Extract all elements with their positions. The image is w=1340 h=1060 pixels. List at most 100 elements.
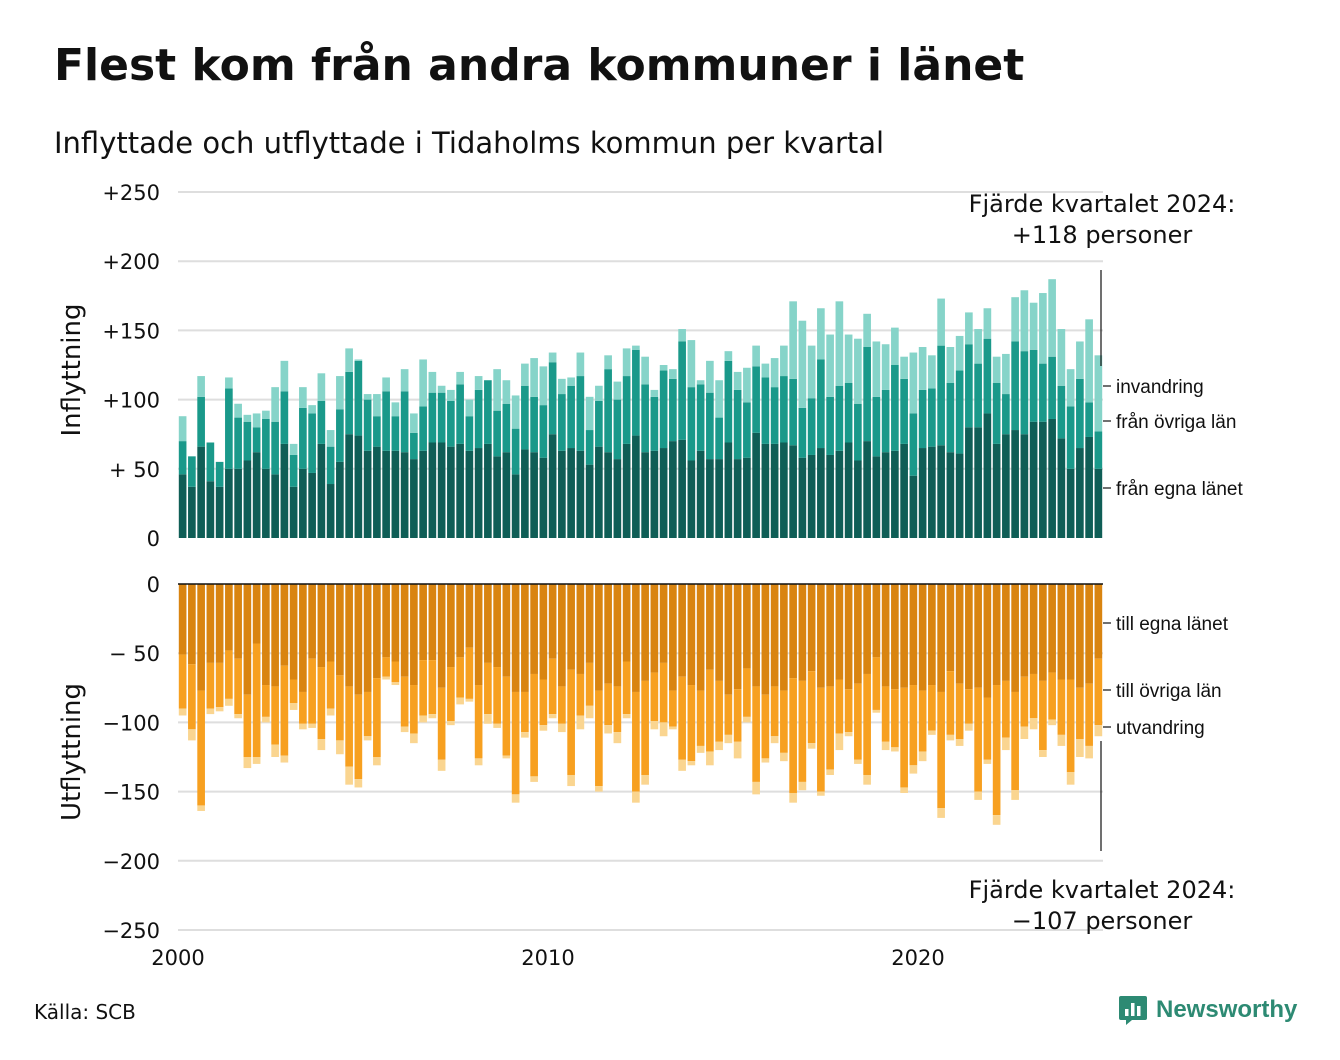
bar-fran-egna-lanet xyxy=(308,472,316,538)
bar-invandring xyxy=(983,308,992,339)
bar-invandring xyxy=(243,414,252,422)
bar-fran-egna-lanet xyxy=(1002,434,1010,538)
bar-till-ovriga-lan xyxy=(1048,672,1056,720)
bar-till-ovriga-lan xyxy=(308,658,316,724)
bar-till-egna-lanet xyxy=(622,584,631,662)
bar-till-egna-lanet xyxy=(974,584,982,688)
bar-till-egna-lanet xyxy=(965,584,973,690)
bar-invandring xyxy=(354,359,363,361)
bar-fran-ovriga-lan xyxy=(576,376,585,451)
bar-till-egna-lanet xyxy=(900,584,908,688)
ytick-label-out: −200 xyxy=(102,850,160,874)
bar-till-egna-lanet xyxy=(252,584,261,644)
bar-invandring xyxy=(539,366,548,406)
bar-fran-egna-lanet xyxy=(900,443,908,538)
bar-utvandring xyxy=(881,741,890,751)
bar-fran-egna-lanet xyxy=(706,459,714,538)
bar-till-ovriga-lan xyxy=(983,697,992,760)
bar-fran-egna-lanet xyxy=(780,442,788,538)
bar-till-egna-lanet xyxy=(1048,584,1056,673)
bar-till-egna-lanet xyxy=(743,584,751,669)
bar-fran-ovriga-lan xyxy=(761,377,770,444)
bar-utvandring xyxy=(345,766,353,785)
bar-fran-egna-lanet xyxy=(622,443,631,538)
bar-utvandring xyxy=(622,714,631,719)
bar-invandring xyxy=(502,380,511,404)
bar-utvandring xyxy=(363,736,372,741)
bar-invandring xyxy=(576,352,585,377)
bar-invandring xyxy=(955,335,964,371)
bar-fran-egna-lanet xyxy=(743,457,751,538)
bar-fran-ovriga-lan xyxy=(539,405,548,458)
bar-fran-ovriga-lan xyxy=(955,370,964,454)
bar-till-ovriga-lan xyxy=(243,694,252,757)
legend-utvandring: utvandring xyxy=(1116,718,1205,739)
bar-fran-egna-lanet xyxy=(456,443,464,538)
bar-invandring xyxy=(326,430,335,447)
bar-fran-ovriga-lan xyxy=(558,394,566,451)
bar-till-egna-lanet xyxy=(752,584,760,687)
bar-till-ovriga-lan xyxy=(946,671,955,735)
bar-fran-egna-lanet xyxy=(650,450,659,538)
bar-till-ovriga-lan xyxy=(992,685,1001,816)
bar-fran-ovriga-lan xyxy=(1048,356,1056,419)
bar-fran-egna-lanet xyxy=(872,456,881,538)
bar-till-ovriga-lan xyxy=(252,643,261,757)
bar-invandring xyxy=(1085,319,1093,403)
bar-fran-egna-lanet xyxy=(761,443,770,538)
bar-till-egna-lanet xyxy=(188,584,196,665)
bar-fran-ovriga-lan xyxy=(770,387,779,444)
bar-fran-egna-lanet xyxy=(326,484,335,538)
bar-invandring xyxy=(595,385,603,401)
bar-till-ovriga-lan xyxy=(373,678,381,757)
bar-fran-ovriga-lan xyxy=(262,418,270,469)
bar-till-ovriga-lan xyxy=(678,676,686,760)
bar-utvandring xyxy=(1085,745,1093,759)
bar-till-ovriga-lan xyxy=(206,662,215,709)
bar-utvandring xyxy=(502,755,511,759)
bar-till-egna-lanet xyxy=(419,584,427,661)
bar-till-egna-lanet xyxy=(539,584,548,680)
bar-fran-egna-lanet xyxy=(197,446,205,538)
bar-fran-ovriga-lan xyxy=(752,366,760,433)
bar-till-ovriga-lan xyxy=(326,661,335,709)
bar-utvandring xyxy=(530,776,538,782)
bar-fran-ovriga-lan xyxy=(345,371,353,435)
bar-fran-egna-lanet xyxy=(428,442,437,538)
bar-till-ovriga-lan xyxy=(465,647,474,699)
bar-utvandring xyxy=(243,757,252,769)
bar-invandring xyxy=(622,348,631,377)
bar-till-ovriga-lan xyxy=(548,658,557,715)
bar-fran-ovriga-lan xyxy=(308,413,316,473)
bar-fran-ovriga-lan xyxy=(733,389,742,460)
bar-till-ovriga-lan xyxy=(604,683,612,726)
bar-till-egna-lanet xyxy=(382,584,390,658)
bar-fran-egna-lanet xyxy=(604,452,612,538)
bar-fran-egna-lanet xyxy=(585,464,594,538)
bar-invandring xyxy=(567,377,575,386)
bar-invandring xyxy=(447,389,455,401)
bar-fran-ovriga-lan xyxy=(234,417,242,469)
bar-invandring xyxy=(604,355,612,370)
bar-fran-egna-lanet xyxy=(419,450,427,538)
bar-fran-egna-lanet xyxy=(345,434,353,538)
bar-fran-egna-lanet xyxy=(613,459,622,538)
bar-till-ovriga-lan xyxy=(715,680,723,742)
bar-utvandring xyxy=(696,745,705,753)
bar-fran-egna-lanet xyxy=(373,446,381,538)
bar-till-ovriga-lan xyxy=(382,657,390,677)
bar-invandring xyxy=(511,395,520,429)
bar-invandring xyxy=(696,380,705,385)
bar-till-egna-lanet xyxy=(780,584,788,691)
bar-fran-egna-lanet xyxy=(826,454,834,538)
bar-till-egna-lanet xyxy=(928,584,936,686)
bar-invandring xyxy=(225,377,233,389)
bar-till-egna-lanet xyxy=(206,584,215,663)
bar-fran-ovriga-lan xyxy=(530,396,538,453)
bar-utvandring xyxy=(650,721,659,730)
bar-till-ovriga-lan xyxy=(687,685,696,762)
bar-fran-egna-lanet xyxy=(280,443,289,538)
bar-till-egna-lanet xyxy=(1029,584,1038,674)
bar-till-ovriga-lan xyxy=(336,675,344,741)
bar-till-egna-lanet xyxy=(641,584,649,681)
